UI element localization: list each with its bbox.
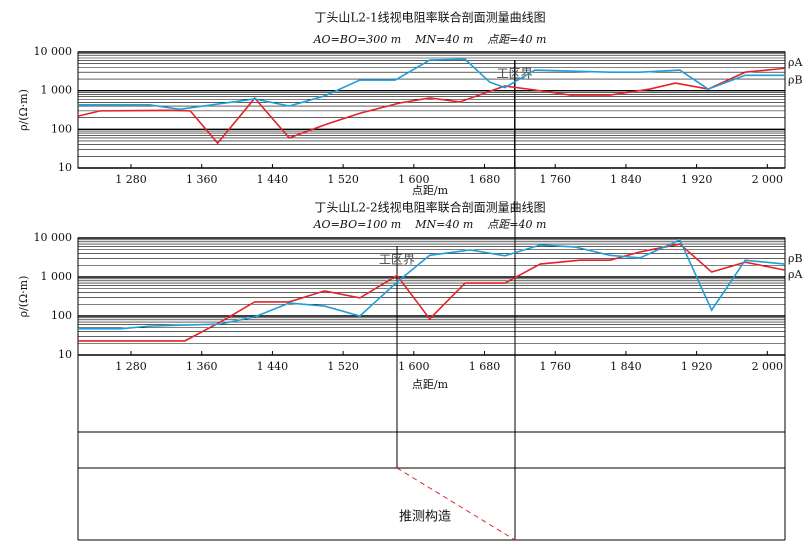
x-tick-label: 1 680	[469, 173, 501, 186]
x-tick-label: 1 920	[681, 360, 713, 373]
y-tick-label: 10 000	[34, 231, 73, 244]
chart-subtitle: AO=BO=100 m MN=40 m 点距=40 m	[313, 218, 547, 231]
plot-frame	[77, 237, 786, 356]
x-tick-label: 1 760	[539, 173, 571, 186]
y-axis-label: ρ/(Ω·m)	[17, 89, 30, 131]
x-tick-label: 1 680	[469, 360, 501, 373]
data-line	[78, 58, 785, 111]
legend-label: ρB	[788, 73, 803, 86]
x-tick-label: 1 920	[681, 173, 713, 186]
data-line	[77, 67, 786, 145]
y-tick-label: 100	[51, 122, 72, 135]
data-line	[78, 238, 786, 330]
legend-label: ρA	[788, 56, 803, 69]
section-diagram	[77, 60, 786, 541]
y-tick-label: 1 000	[41, 270, 73, 283]
chart-title: 丁头山L2-2线视电阻率联合剖面测量曲线图	[314, 200, 545, 215]
section-label: 推测构造	[399, 510, 451, 525]
x-tick-label: 1 360	[186, 173, 218, 186]
x-tick-label: 1 280	[115, 360, 147, 373]
y-tick-label: 10 000	[34, 45, 73, 58]
x-axis-label: 点距/m	[412, 378, 449, 391]
annotation-label: 工区界	[497, 67, 533, 81]
x-tick-label: 2 000	[752, 173, 784, 186]
x-tick-label: 1 840	[610, 173, 642, 186]
y-tick-label: 10	[58, 348, 72, 361]
chart-title: 丁头山L2-1线视电阻率联合剖面测量曲线图	[314, 10, 545, 25]
plot: 丁头山L2-1线视电阻率联合剖面测量曲线图 AO=BO=300 m MN=40 m…	[17, 10, 803, 198]
x-tick-label: 1 600	[398, 360, 430, 373]
y-tick-label: 100	[51, 309, 72, 322]
annotation-label: 工区界	[379, 253, 415, 267]
x-tick-label: 1 760	[539, 360, 571, 373]
y-tick-label: 1 000	[41, 84, 73, 97]
x-tick-label: 1 440	[257, 360, 289, 373]
inferred-structure	[396, 467, 516, 541]
x-tick-label: 1 520	[327, 173, 359, 186]
x-tick-label: 1 440	[257, 173, 289, 186]
plot-frame	[77, 51, 786, 169]
chart-subtitle: AO=BO=300 m MN=40 m 点距=40 m	[313, 33, 547, 46]
data-line	[78, 243, 786, 342]
x-axis-label: 点距/m	[412, 184, 449, 197]
x-tick-label: 2 000	[752, 360, 784, 373]
plot: 丁头山L2-2线视电阻率联合剖面测量曲线图 AO=BO=100 m MN=40 m…	[17, 200, 803, 392]
legend-label: ρA	[788, 268, 803, 281]
y-tick-label: 10	[58, 161, 72, 174]
x-tick-label: 1 520	[327, 360, 359, 373]
y-axis-label: ρ/(Ω·m)	[17, 276, 30, 318]
x-tick-label: 1 840	[610, 360, 642, 373]
legend-label: ρB	[788, 252, 803, 265]
x-tick-label: 1 280	[115, 173, 147, 186]
x-tick-label: 1 600	[398, 173, 430, 186]
x-tick-label: 1 360	[186, 360, 218, 373]
